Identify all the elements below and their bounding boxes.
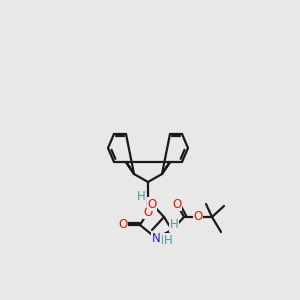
Text: H: H bbox=[136, 190, 146, 202]
Text: O: O bbox=[118, 218, 127, 232]
Text: O: O bbox=[143, 206, 153, 218]
Text: O: O bbox=[172, 197, 182, 211]
Text: H: H bbox=[169, 218, 178, 232]
Text: N: N bbox=[152, 232, 160, 244]
Text: H: H bbox=[164, 235, 172, 248]
Text: H: H bbox=[160, 233, 169, 247]
Text: O: O bbox=[147, 197, 157, 211]
Text: O: O bbox=[194, 211, 202, 224]
